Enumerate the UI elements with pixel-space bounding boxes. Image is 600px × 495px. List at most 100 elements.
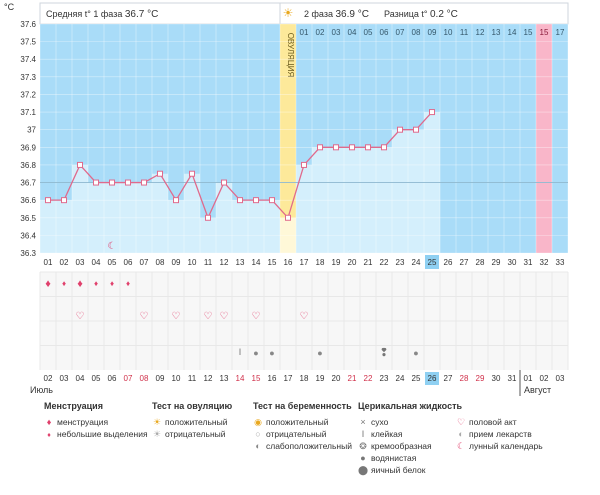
legend-fluid-dry: × сухо	[358, 416, 462, 428]
legend-cervical-fluid-title: Церикальная жидкость	[358, 401, 463, 411]
heart-icon: ♡	[220, 311, 229, 322]
temperature-point	[253, 197, 259, 204]
ovulation-label: ОВУЛЯЦИЯ	[286, 33, 295, 78]
cycle-day-label: 03	[76, 258, 85, 267]
y-tick-label: 37.6	[20, 20, 36, 29]
temp-bar	[232, 200, 248, 253]
cycle-day-label: 06	[124, 258, 133, 267]
cycle-day-label: 25	[428, 258, 437, 267]
small-drop-icon: ♦	[47, 432, 51, 439]
date-label: 25	[412, 374, 421, 383]
cycle-day-label: 18	[316, 258, 325, 267]
top-day-label: 07	[396, 28, 405, 37]
cycle-day-label: 05	[108, 258, 117, 267]
drop-icon: ●	[253, 348, 258, 358]
legend-pregnancy-negative: ○ отрицательный	[253, 428, 352, 440]
cycle-day-label: 15	[268, 258, 277, 267]
pill-icon: ◐	[458, 429, 464, 439]
drop-icon: ●	[269, 348, 274, 358]
date-label: 04	[76, 374, 85, 383]
temperature-point	[141, 179, 147, 186]
highlight-column	[536, 24, 552, 253]
moon-icon: ☾	[108, 241, 117, 252]
legend-menstruation-title: Менструация	[44, 401, 103, 411]
blood-drop-icon: ♦	[45, 278, 51, 290]
top-day-label: 10	[444, 28, 453, 37]
date-label: 29	[476, 374, 485, 383]
date-label: 16	[268, 374, 277, 383]
legend-pregnancy-weak: ◐ слабоположительный	[253, 440, 352, 452]
cycle-day-label: 29	[492, 258, 501, 267]
cycle-day-label: 31	[524, 258, 533, 267]
date-label: 26	[428, 374, 437, 383]
cream-icon: ❂	[359, 441, 367, 451]
legend-fluid-creamy: ❂ кремообразная	[359, 441, 432, 451]
top-day-label: 15	[524, 28, 533, 37]
legend-pregnancy-test: Тест на беременность ◉ положительный ○ отр…	[253, 401, 352, 452]
temp-bar	[152, 173, 168, 253]
blood-drop-icon: ♦	[77, 278, 83, 290]
date-label: 31	[508, 374, 517, 383]
small-drop-icon: ♦	[94, 279, 98, 288]
y-tick-label: 37.3	[20, 73, 36, 82]
cycle-day-label: 30	[508, 258, 517, 267]
heart-icon: ♡	[172, 311, 181, 322]
cycle-day-label: 33	[556, 258, 565, 267]
legend-menstruation: Менструация ♦ менструация ♦ небольшие выде…	[44, 401, 148, 440]
top-day-label: 03	[332, 28, 341, 37]
temp-bar	[184, 173, 200, 253]
top-day-label: 09	[428, 28, 437, 37]
phase2-label: 2 фаза 36.9 °C	[304, 9, 369, 20]
month-start-label: Июль	[30, 385, 53, 395]
temperature-point	[45, 197, 51, 204]
test-positive-icon: ◉	[254, 417, 262, 427]
temperature-point	[189, 170, 195, 177]
top-day-label: 05	[364, 28, 373, 37]
top-day-label: 17	[556, 28, 565, 37]
diff-label: Разница t° 0.2 °C	[384, 9, 458, 20]
date-label: 12	[204, 374, 213, 383]
y-tick-label: 36.3	[20, 249, 36, 258]
top-day-label: 14	[508, 28, 517, 37]
date-label: 14	[236, 374, 245, 383]
heart-icon: ♡	[252, 311, 261, 322]
y-tick-label: 36.7	[20, 179, 36, 188]
date-label: 28	[460, 374, 469, 383]
y-tick-label: 37	[27, 126, 36, 135]
cycle-day-label: 04	[92, 258, 101, 267]
y-tick-label: 36.4	[20, 231, 36, 240]
blood-drop-icon: ♦	[46, 417, 52, 427]
temp-bar	[408, 129, 424, 253]
date-label: 07	[124, 374, 133, 383]
small-drop-icon: ♦	[62, 279, 66, 288]
temperature-point	[365, 144, 371, 151]
y-tick-label: 37.5	[20, 38, 36, 47]
phase1-label: Средняя t° 1 фаза 36.7 °C	[46, 9, 158, 20]
top-day-label: 08	[412, 28, 421, 37]
legend-other: ♡ половой акт ◐ прием лекарств ☾ лунный кал…	[456, 416, 543, 452]
legend-pregnancy-test-title: Тест на беременность	[253, 401, 352, 411]
y-tick-label: 37.2	[20, 90, 36, 99]
drop-icon: ●	[317, 348, 322, 358]
cross-icon: ×	[360, 417, 366, 427]
temperature-point	[301, 161, 307, 168]
cream-icon: ❢	[379, 347, 388, 359]
temperature-point	[157, 170, 163, 177]
legend-ovulation-test-title: Тест на овуляцию	[152, 401, 233, 411]
cycle-day-label: 10	[188, 258, 197, 267]
temperature-point	[413, 126, 419, 133]
cycle-day-label: 28	[476, 258, 485, 267]
legend-ovulation-positive: ☀ положительный	[152, 417, 228, 427]
temp-bar	[168, 200, 184, 253]
current-date-marker	[425, 372, 439, 385]
date-label: 10	[172, 374, 181, 383]
date-label: 19	[316, 374, 325, 383]
cycle-day-label: 24	[412, 258, 421, 267]
cycle-day-label: 21	[364, 258, 373, 267]
cycle-day-label: 14	[252, 258, 261, 267]
legend-sex: ♡ половой акт	[456, 417, 517, 427]
month-next-label: Август	[524, 385, 551, 395]
sun-icon: ☀	[283, 6, 294, 20]
